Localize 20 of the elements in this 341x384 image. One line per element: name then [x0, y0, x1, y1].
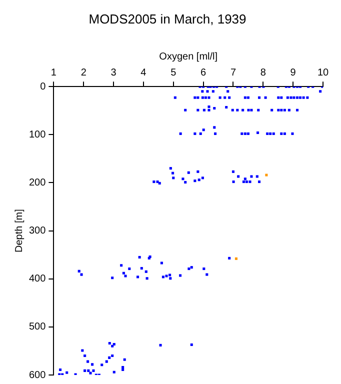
- x-tick-label: 8: [260, 67, 266, 78]
- y-tick-label: 200: [28, 177, 46, 188]
- y-tick-label: 400: [28, 274, 46, 285]
- x-tick-label: 1: [50, 67, 57, 78]
- x-tick-label: 7: [230, 67, 236, 78]
- y-tick-label: 500: [28, 322, 46, 333]
- y-axis-title: Depth [m]: [14, 208, 25, 252]
- x-tick-label: 5: [170, 67, 177, 78]
- x-tick-label: 4: [140, 67, 147, 78]
- x-tick-label: 2: [80, 67, 87, 78]
- x-tick-label: 9: [290, 67, 296, 78]
- y-tick-label: 100: [28, 129, 46, 140]
- y-tick-label: 0: [40, 81, 46, 92]
- x-axis-title: Oxygen [ml/l]: [159, 51, 218, 62]
- chart-title: MODS2005 in March, 1939: [88, 11, 246, 26]
- y-tick-label: 600: [28, 370, 46, 381]
- x-tick-label: 6: [200, 67, 207, 78]
- x-tick-label: 10: [317, 67, 329, 78]
- x-tick-label: 3: [110, 67, 117, 78]
- y-tick-label: 300: [28, 226, 46, 237]
